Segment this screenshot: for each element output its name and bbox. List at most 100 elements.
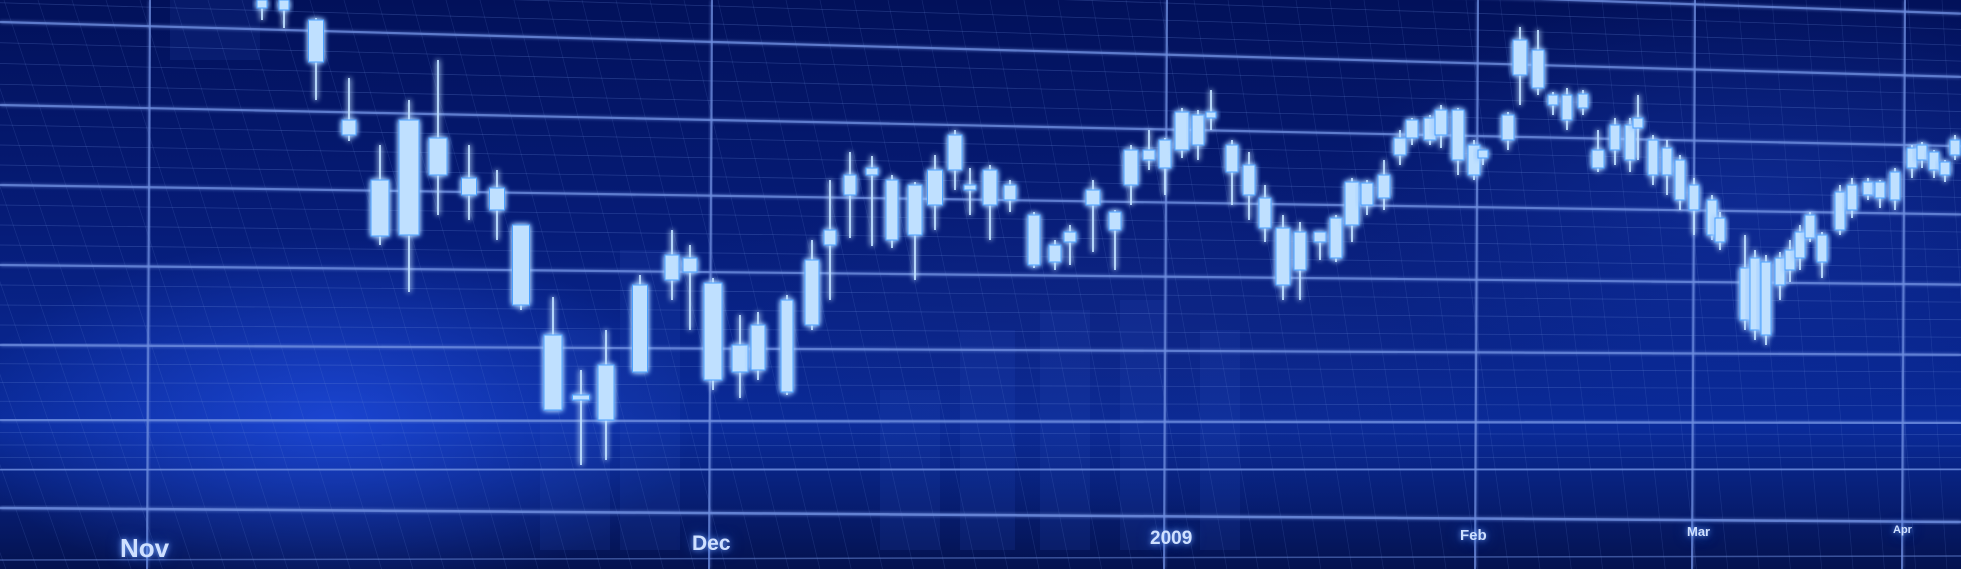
candlestick (703, 278, 723, 390)
grid-line-minor (1703, 0, 1760, 569)
candlestick (1688, 178, 1700, 235)
grid-line-minor (1091, 0, 1196, 569)
candlestick (1609, 118, 1621, 165)
candle-body (1405, 119, 1419, 139)
axis-line (0, 555, 1961, 561)
candlestick (428, 60, 448, 215)
candlestick (1774, 252, 1786, 300)
grid-line-minor (0, 42, 1961, 95)
candlestick (1674, 155, 1686, 210)
grid-line-minor (0, 284, 1961, 303)
grid-line-minor (1057, 0, 1165, 569)
candle-body (1784, 249, 1796, 271)
candlestick (1804, 212, 1816, 242)
candle-body (278, 0, 290, 11)
candle-body (370, 179, 390, 237)
candle-body (1928, 151, 1940, 171)
grid-line-vertical (1474, 0, 1479, 569)
candlestick (1085, 180, 1101, 252)
grid-line-minor (309, 0, 476, 569)
x-axis-label-nov: Nov (120, 533, 170, 563)
grid-line-minor (581, 0, 727, 569)
candlestick (1225, 140, 1239, 205)
candlestick (1003, 180, 1017, 212)
candle-body (947, 134, 963, 171)
candlestick (907, 182, 923, 280)
candlestick (823, 180, 837, 300)
background-block (1120, 300, 1165, 550)
candle-body (1531, 49, 1545, 89)
candle-body (1939, 161, 1951, 176)
candlestick (1258, 185, 1272, 242)
grid-line-minor (1499, 0, 1572, 569)
candle-body (1434, 109, 1448, 136)
candle-body (1123, 149, 1139, 186)
candle-body (1329, 217, 1343, 259)
grid-line-minor (0, 87, 163, 569)
candlestick (1862, 178, 1874, 200)
candle-body (1949, 139, 1961, 156)
background-block (960, 330, 1015, 550)
background-block (1200, 330, 1240, 550)
grid-line-minor (0, 304, 1961, 321)
candlestick (1874, 180, 1886, 208)
candlestick (1561, 88, 1573, 130)
grid-line-minor (1063, 0, 1961, 30)
candlestick (597, 330, 615, 460)
candlestick (1816, 232, 1828, 278)
candlestick (1547, 92, 1559, 115)
grid-line-minor (0, 382, 1961, 390)
candlestick (1293, 222, 1307, 300)
candlestick (664, 230, 680, 300)
grid-line-minor (1533, 0, 1603, 569)
candle-body (1760, 261, 1772, 336)
candle-body (1205, 111, 1217, 119)
candle-body (512, 224, 530, 306)
candlestick (1577, 90, 1589, 115)
candlestick (308, 18, 324, 100)
grid-line-horizontal (0, 467, 1961, 472)
candle-body (865, 167, 879, 176)
candlestick (1624, 118, 1636, 172)
grid-line-minor (3, 0, 195, 569)
candlestick (489, 170, 505, 240)
grid-line-minor (547, 0, 695, 569)
grid-line-horizontal (1539, 0, 1961, 15)
candle-body (428, 137, 448, 176)
grid-line-minor (0, 373, 69, 569)
candle-body (1293, 231, 1307, 271)
candle-body (907, 184, 923, 236)
grid-line-minor (0, 164, 1961, 198)
candlestick (1916, 142, 1928, 168)
x-axis-label-dec: Dec (692, 532, 731, 555)
candle-body (1889, 171, 1901, 201)
candle-body (1794, 231, 1806, 259)
candlestick (1647, 135, 1659, 185)
candle-body (1063, 231, 1077, 243)
candlestick (963, 168, 977, 215)
candle-body (1834, 191, 1846, 231)
candle-body (597, 364, 615, 421)
x-axis-label-2009: 2009 (1150, 528, 1193, 549)
candlestick (1794, 225, 1806, 270)
candle-body (1906, 147, 1918, 169)
candle-body (1916, 144, 1928, 161)
grid-line-minor (0, 144, 1961, 181)
candle-body (804, 259, 820, 326)
grid-line-minor (207, 0, 382, 569)
grid-line-minor (0, 63, 1961, 112)
candle-body (1142, 149, 1156, 161)
candlestick (731, 315, 749, 398)
candle-body (823, 229, 837, 246)
candle-body (1191, 114, 1205, 146)
candle-body (256, 0, 268, 9)
candlestick (780, 295, 794, 395)
grid-line-vertical (1163, 0, 1168, 569)
candlestick (1939, 160, 1951, 182)
candlestick (1434, 105, 1448, 148)
grid-line-minor (37, 0, 226, 569)
candlestick (1360, 180, 1374, 215)
grid-line-minor (1601, 0, 1666, 569)
candlestick (1784, 240, 1796, 282)
grid-line-minor (717, 0, 852, 569)
